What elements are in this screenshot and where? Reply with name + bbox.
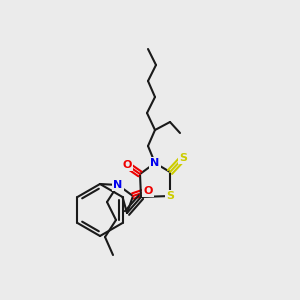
Text: S: S (179, 153, 187, 163)
Text: N: N (113, 180, 123, 190)
Text: O: O (122, 160, 132, 170)
Text: N: N (150, 158, 160, 168)
Text: S: S (166, 191, 174, 201)
Text: O: O (143, 186, 153, 196)
